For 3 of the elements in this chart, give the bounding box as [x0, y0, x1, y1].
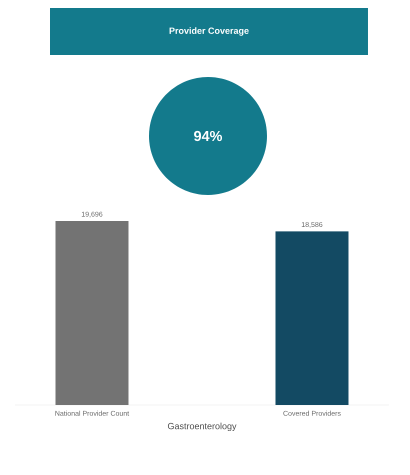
x-axis-title: Gastroenterology [168, 422, 236, 432]
chart-title: Provider Coverage [170, 27, 249, 36]
text: 94% [194, 130, 222, 142]
